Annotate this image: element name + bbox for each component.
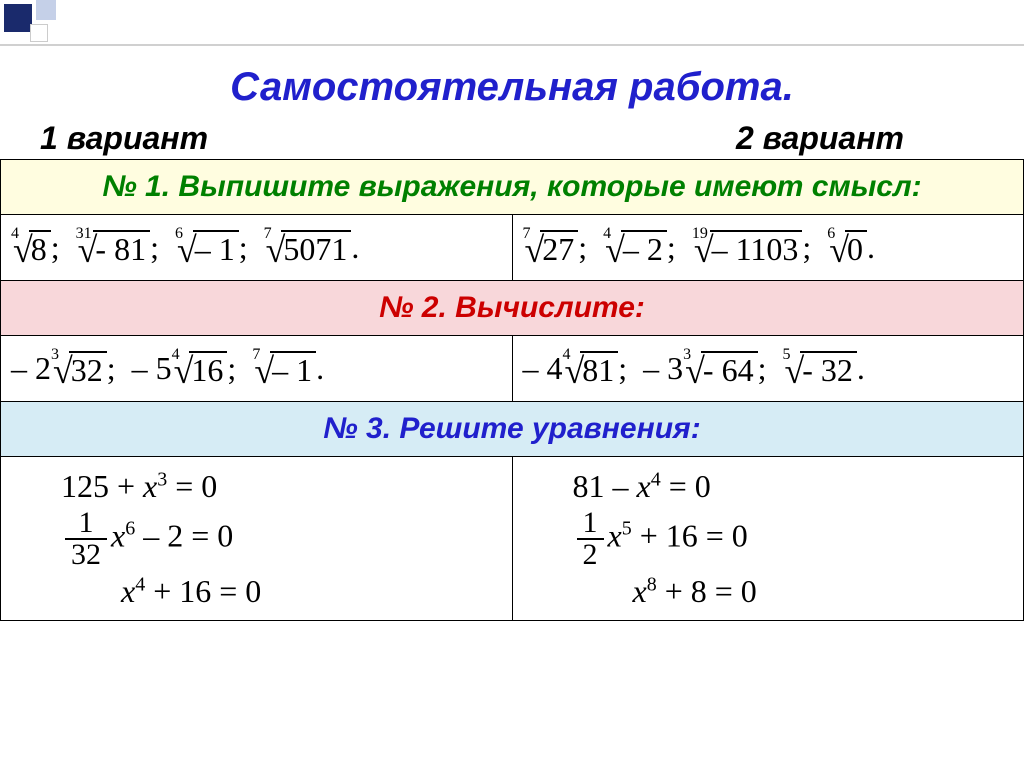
task2-v2: – 44√81; – 33√- 64; 5√- 32.	[512, 336, 1024, 402]
worksheet-table: № 1. Выпишите выражения, которые имеют с…	[0, 159, 1024, 621]
task3-header: № 3. Решите уравнения:	[1, 402, 1024, 457]
page-title: Самостоятельная работа.	[0, 65, 1024, 110]
variant-row: 1 вариант 2 вариант	[0, 120, 1024, 159]
corner-decoration	[0, 0, 120, 50]
task1-v1: 4√8; 31√- 81; 6√– 1; 7√5071.	[1, 215, 513, 281]
variant-2-label: 2 вариант	[472, 120, 984, 157]
variant-1-label: 1 вариант	[40, 120, 472, 157]
task1-v2: 7√27; 4√– 2; 19√– 1103; 6√0.	[512, 215, 1024, 281]
task1-header: № 1. Выпишите выражения, которые имеют с…	[1, 160, 1024, 215]
task2-v1: – 23√32; – 54√16; 7√– 1.	[1, 336, 513, 402]
task3-v1: 125 + x3 = 0132x6 – 2 = 0x4 + 16 = 0	[1, 457, 513, 621]
task2-header: № 2. Вычислите:	[1, 281, 1024, 336]
task3-v2: 81 – x4 = 012x5 + 16 = 0x8 + 8 = 0	[512, 457, 1024, 621]
